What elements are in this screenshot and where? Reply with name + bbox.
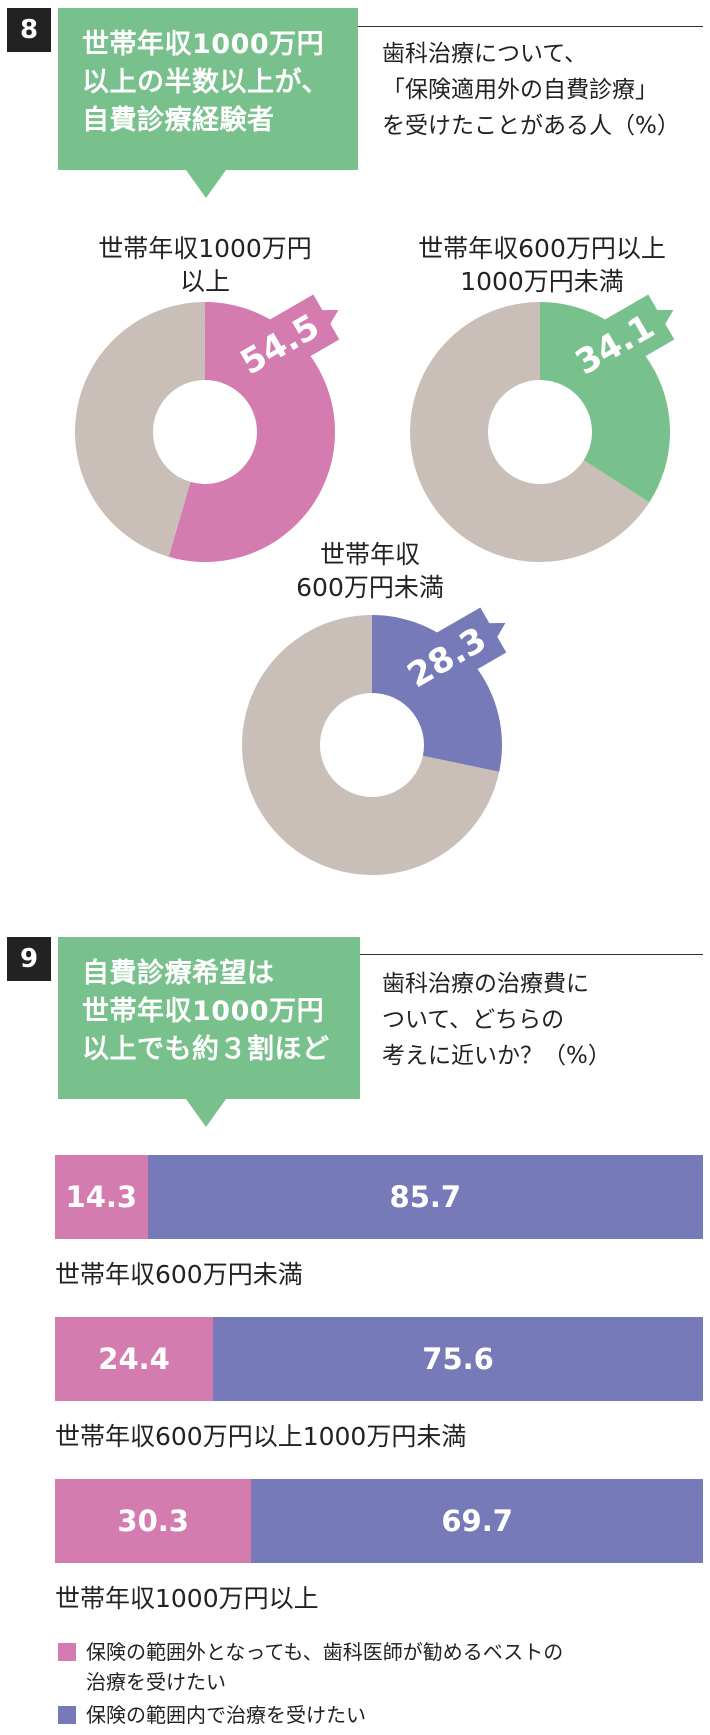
subtitle-line: ついて、どちらの	[382, 1007, 565, 1033]
donut-charts: 54.5 34.128.3	[74, 294, 675, 875]
section-8-subtitle: 歯科治療について、 「保険適用外の自費診療」 を受けたことがある人（%）	[382, 36, 680, 144]
donut-label-line: 世帯年収	[319, 540, 420, 569]
donut-remainder-slice	[242, 615, 500, 875]
bar-category-label: 世帯年収600万円未満	[55, 1260, 303, 1289]
bar-category-label: 世帯年収600万円以上1000万円未満	[55, 1422, 467, 1451]
donut-label-low: 世帯年収 600万円未満	[225, 538, 515, 604]
bar-value-label: 85.7	[389, 1180, 462, 1214]
headline-line: 世帯年収1000万円	[82, 29, 325, 60]
donut-label-line: 以上	[179, 267, 230, 296]
donut-remainder-slice	[74, 302, 205, 557]
stacked-bar: 14.3 85.7	[55, 1155, 703, 1239]
legend-swatch	[58, 1706, 76, 1724]
legend-item-best-treatment: 保険の範囲外となっても、歯科医師が勧めるベストの 治療を受けたい	[58, 1637, 563, 1697]
section-9-number: 9	[7, 937, 51, 981]
legend-line: 保険の範囲外となっても、歯科医師が勧めるベストの	[86, 1640, 564, 1664]
bar-value-label: 69.7	[441, 1504, 513, 1538]
subtitle-line: 歯科治療の治療費に	[382, 971, 589, 997]
legend-line: 保険の範囲内で治療を受けたい	[86, 1703, 366, 1727]
donut-value-tag-bg	[383, 607, 507, 709]
headline-line: 自費診療希望は	[82, 958, 275, 989]
headline-line: 世帯年収1000万円	[82, 996, 325, 1027]
legend-text: 保険の範囲外となっても、歯科医師が勧めるベストの 治療を受けたい	[86, 1637, 563, 1697]
donut-label-line: 世帯年収1000万円	[98, 234, 312, 263]
callout-pointer	[186, 170, 226, 198]
donut-remainder-slice	[410, 302, 650, 562]
donut-label-mid: 世帯年収600万円以上 1000万円未満	[392, 232, 692, 298]
legend-swatch	[58, 1643, 76, 1661]
headline-line: 以上でも約３割ほど	[82, 1034, 330, 1065]
subtitle-line: を受けたことがある人（%）	[382, 113, 680, 139]
stacked-bar: 24.4 75.6	[55, 1317, 703, 1401]
donut-value-tag-bg	[216, 294, 340, 396]
section-8-number: 8	[7, 8, 51, 52]
bar-value-label: 30.3	[117, 1504, 189, 1538]
callout-pointer	[186, 1099, 226, 1127]
donut-label-line: 600万円未満	[296, 573, 444, 602]
subtitle-line: 考えに近いか？（%）	[382, 1043, 611, 1069]
headline-line: 自費診療経験者	[82, 105, 275, 136]
section-8-headline: 世帯年収1000万円 以上の半数以上が、 自費診療経験者	[58, 8, 358, 170]
headline-line: 以上の半数以上が、	[82, 67, 329, 98]
bar-value-label: 24.4	[98, 1342, 170, 1376]
legend-line: 治療を受けたい	[86, 1670, 226, 1694]
bar-segment: 14.3	[55, 1155, 148, 1239]
stacked-bar: 30.3 69.7	[55, 1479, 703, 1563]
header-rule	[360, 954, 703, 955]
bar-segment: 24.4	[55, 1317, 214, 1401]
header-rule	[358, 26, 703, 27]
bar-category-label: 世帯年収1000万円以上	[55, 1584, 319, 1613]
bar-segment: 75.6	[213, 1317, 703, 1401]
donut-label-line: 1000万円未満	[460, 267, 624, 296]
legend-text: 保険の範囲内で治療を受けたい	[86, 1700, 366, 1730]
bar-segment: 69.7	[251, 1479, 703, 1563]
legend-item-insurance: 保険の範囲内で治療を受けたい	[58, 1700, 366, 1730]
donut-value-slice	[168, 302, 335, 562]
subtitle-line: 歯科治療について、	[382, 41, 588, 67]
bar-segment: 85.7	[147, 1155, 703, 1239]
section-9-subtitle: 歯科治療の治療費に ついて、どちらの 考えに近いか？（%）	[382, 966, 611, 1074]
bar-value-label: 75.6	[422, 1342, 494, 1376]
donut-label-line: 世帯年収600万円以上	[418, 234, 666, 263]
bar-value-label: 14.3	[65, 1180, 138, 1214]
section-9-headline: 自費診療希望は 世帯年収1000万円 以上でも約３割ほど	[58, 937, 360, 1099]
donut-value-tag-bg	[551, 294, 675, 396]
subtitle-line: 「保険適用外の自費診療」	[382, 77, 658, 103]
bar-segment: 30.3	[55, 1479, 252, 1563]
donut-label-high: 世帯年収1000万円 以上	[60, 232, 350, 298]
